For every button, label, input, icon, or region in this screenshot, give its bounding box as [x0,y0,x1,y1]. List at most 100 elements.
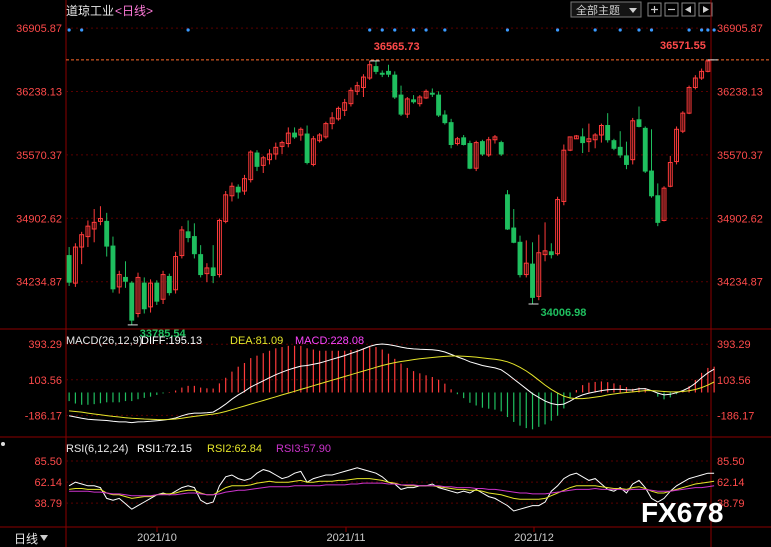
candle-up [473,142,479,169]
candle-up [404,98,410,115]
candle-up [342,102,348,111]
candle-up [279,142,285,147]
arrow-left-icon [685,6,691,13]
candle-up [361,76,366,89]
price-tick-left: 35570.37 [16,150,62,162]
rsi-line-rsi3 [69,482,715,497]
candle-down [154,282,160,302]
signal-marker [411,28,416,32]
candle-down [498,142,504,155]
price-tick-right: 34902.62 [717,213,763,225]
candle-up [567,136,573,151]
candle-up [492,136,498,141]
macd-panel[interactable]: 393.29 393.29 103.56 103.56 -186.17 -186.17 MA… [25,335,755,430]
candle-down [448,122,454,145]
signal-marker [649,28,654,32]
rsi-panel[interactable]: 85.50 85.50 62.14 62.14 38.79 38.79 RSI(6,12,2… [34,443,744,544]
candle-down [141,282,147,310]
candle-down [649,170,654,197]
signal-marker [424,28,428,32]
signal-marker [393,28,397,32]
candle-up [555,199,561,255]
signal-marker [186,28,190,32]
candle-down [210,267,216,277]
signal-marker [700,28,704,32]
candle-up [85,225,91,238]
candle-up [248,151,254,181]
price-tick-left: 36238.13 [16,86,62,98]
signal-marker [368,28,372,32]
candle-up [542,250,548,256]
macd-tick-left: 103.56 [28,375,62,387]
rsi-legend-2: RSI3:57.90 [276,443,331,455]
price-panel[interactable]: 36905.87 36905.87 36238.13 36238.13 35570.37… [16,23,771,340]
macd-line-dea [69,355,715,421]
candle-up [329,117,335,125]
candle-up [223,194,229,222]
settings-dot-icon[interactable] [1,442,5,446]
scroll-left-button[interactable] [681,2,696,17]
candle-down [123,276,128,282]
rsi-legend-1: RSI2:62.84 [207,443,262,455]
candle-down [254,152,260,167]
arrow-right-icon [703,6,709,13]
macd-legend-1: DEA:81.09 [230,335,283,347]
candle-down [530,263,535,298]
candle-down [292,132,298,138]
candle-down [611,140,617,149]
rsi-line-rsi2 [69,478,715,500]
candle-down [379,72,385,75]
theme-dropdown-label: 全部主题 [576,3,620,17]
candle-up [216,219,222,276]
x-axis-label: 2021/11 [327,532,366,544]
caret-down-icon [40,535,48,541]
candle-down [185,231,191,239]
candle-up [586,138,592,143]
high-annotation: 36571.55 [660,40,706,52]
candle-down [110,245,116,290]
signal-marker [67,28,71,32]
candle-up [523,262,529,276]
macd-tick-right: 393.29 [717,339,751,351]
macd-tick-left: -186.17 [25,410,62,422]
candle-up [699,70,705,79]
candle-up [273,146,279,155]
candle-down [655,195,661,223]
watermark-logo: FX678 [641,497,724,528]
price-tick-left: 34902.62 [16,213,62,225]
candle-down [467,143,473,169]
candle-down [373,66,379,72]
macd-legend-0: DIFF:195.13 [141,335,202,347]
price-tick-left: 36905.87 [16,23,62,35]
candle-down [511,227,517,243]
signal-marker [687,28,691,32]
candle-up [135,276,141,315]
candle-up [536,252,542,297]
candle-down [191,236,197,255]
period-tab[interactable]: 日线 [14,532,48,546]
candle-down [624,155,629,165]
candle-up [160,274,166,300]
candle-down [398,94,404,115]
candle-down [386,70,391,75]
price-tick-right: 34234.87 [717,277,763,289]
candle-down [411,99,416,103]
candle-up [79,234,85,248]
zoom-in-button[interactable] [647,2,662,17]
macd-tick-right: -186.17 [717,410,754,422]
candle-down [461,137,467,145]
candle-up [229,185,235,197]
period-label[interactable]: <日线> [115,4,153,18]
candle-down [548,251,554,256]
candle-down [436,94,442,116]
theme-dropdown[interactable]: 全部主题 [570,1,642,18]
signal-marker [80,28,84,32]
x-axis-label: 2021/10 [137,532,177,544]
candle-up [686,87,692,114]
candle-up [680,112,686,132]
candle-up [348,89,354,105]
zoom-out-button[interactable] [664,2,679,17]
price-tick-right: 36905.87 [717,23,763,35]
scroll-right-button[interactable] [698,2,713,17]
